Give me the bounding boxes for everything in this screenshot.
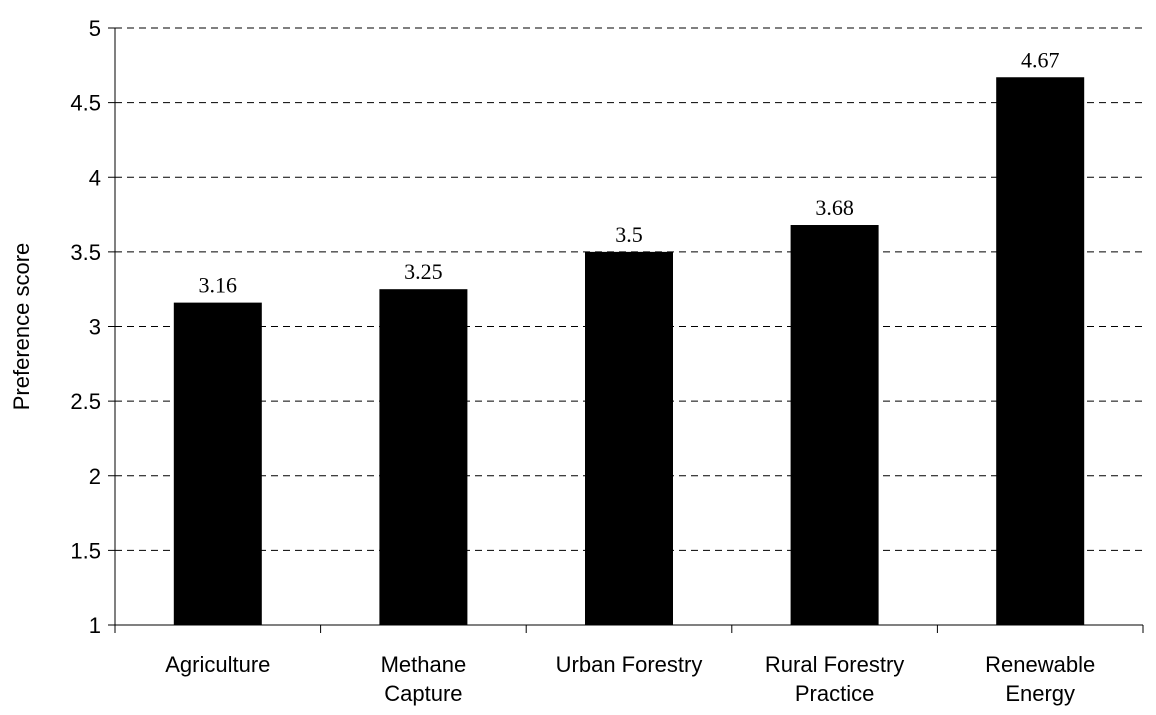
bar xyxy=(379,289,468,625)
labels: 1 1.5 2 2.5 3 3.5 4 4.5 5 3.16 Agriculture 3.25 Meth… xyxy=(70,16,1095,706)
data-label: 4.67 xyxy=(1021,47,1060,72)
y-axis-title: Preference score xyxy=(9,243,34,411)
x-tick-label: Rural Forestry xyxy=(765,652,904,677)
axes xyxy=(108,27,1144,633)
y-tick-label: 3 xyxy=(89,315,101,340)
x-tick-label: Renewable xyxy=(985,652,1095,677)
bars xyxy=(173,77,1085,625)
bar xyxy=(173,302,262,625)
y-tick-label: 1.5 xyxy=(70,538,101,563)
y-tick-label: 1 xyxy=(89,613,101,638)
x-tick-label: Practice xyxy=(795,681,874,706)
y-tick-label: 4.5 xyxy=(70,91,101,116)
x-tick-label: Energy xyxy=(1005,681,1075,706)
data-label: 3.5 xyxy=(615,222,643,247)
bar xyxy=(585,251,673,625)
data-label: 3.25 xyxy=(404,259,443,284)
y-tick-label: 5 xyxy=(89,16,101,41)
gridlines xyxy=(115,27,1143,551)
y-tick-label: 3.5 xyxy=(70,240,101,265)
x-tick-label: Capture xyxy=(384,681,462,706)
x-tick-label: Agriculture xyxy=(165,652,270,677)
data-label: 3.68 xyxy=(815,195,854,220)
bar xyxy=(996,77,1085,625)
bar xyxy=(790,225,879,625)
x-tick-label: Methane xyxy=(381,652,467,677)
y-tick-label: 2 xyxy=(89,464,101,489)
data-label: 3.16 xyxy=(199,273,238,298)
x-tick-label: Urban Forestry xyxy=(556,652,703,677)
y-tick-label: 4 xyxy=(89,165,101,190)
y-tick-label: 2.5 xyxy=(70,389,101,414)
